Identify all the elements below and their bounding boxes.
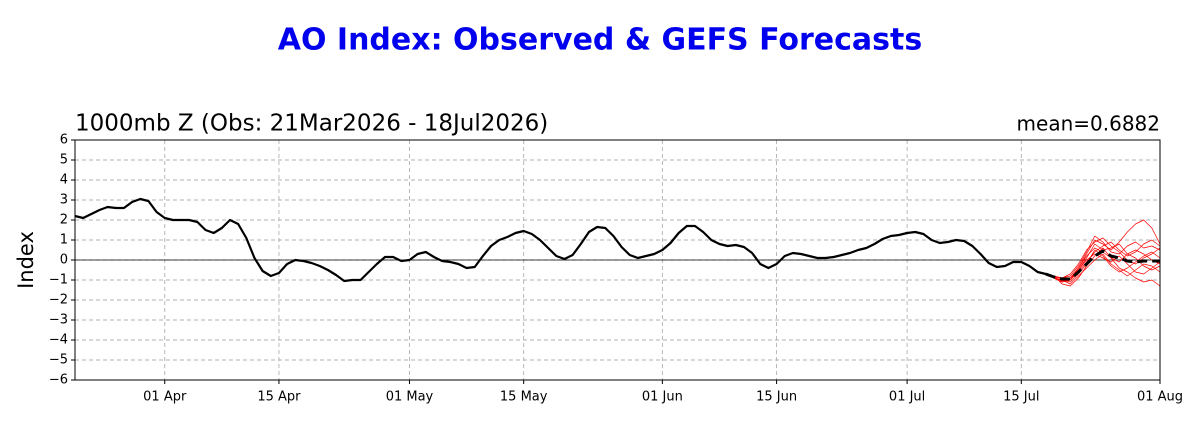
- y-tick-label: −5: [49, 353, 68, 368]
- x-tick-label: 01 May: [386, 390, 434, 405]
- y-tick-label: 1: [60, 233, 68, 248]
- series-line: [1045, 247, 1161, 281]
- series-line: [74, 197, 1047, 283]
- y-tick-label: 4: [60, 173, 68, 188]
- x-tick-label: 15 May: [500, 390, 548, 405]
- x-tick-label: 01 Jun: [642, 390, 683, 405]
- y-tick-label: 5: [60, 153, 68, 168]
- series-line: [1045, 247, 1161, 287]
- x-tick-label: 15 Jul: [1003, 390, 1039, 405]
- chart-title: AO Index: Observed & GEFS Forecasts: [278, 23, 922, 58]
- y-tick-label: −1: [49, 273, 68, 288]
- series-line: [1045, 235, 1161, 279]
- y-tick-label: −4: [49, 333, 68, 348]
- x-tick-label: 15 Jun: [756, 390, 797, 405]
- y-tick-label: 3: [60, 193, 68, 208]
- y-tick-label: −6: [49, 373, 68, 388]
- x-tick-label: 01 Aug: [1137, 390, 1183, 405]
- y-tick-label: −2: [49, 293, 68, 308]
- y-axis-label: Index: [14, 231, 38, 289]
- mean-annotation: mean=0.6882: [1017, 112, 1160, 136]
- series-line: [1045, 219, 1161, 283]
- chart-subtitle: 1000mb Z (Obs: 21Mar2026 - 18Jul2026): [75, 111, 548, 137]
- series-line: [1045, 249, 1161, 283]
- x-tick-label: 01 Apr: [143, 390, 187, 405]
- series-line: [1045, 253, 1161, 281]
- y-tick-label: 0: [60, 253, 68, 268]
- x-tick-label: 01 Jul: [889, 390, 925, 405]
- y-tick-label: 6: [60, 133, 68, 148]
- y-tick-label: −3: [49, 313, 68, 328]
- series-line: [1045, 249, 1160, 281]
- y-tick-label: 2: [60, 213, 68, 228]
- plot-frame: [74, 139, 1161, 381]
- x-tick-label: 15 Apr: [257, 390, 301, 405]
